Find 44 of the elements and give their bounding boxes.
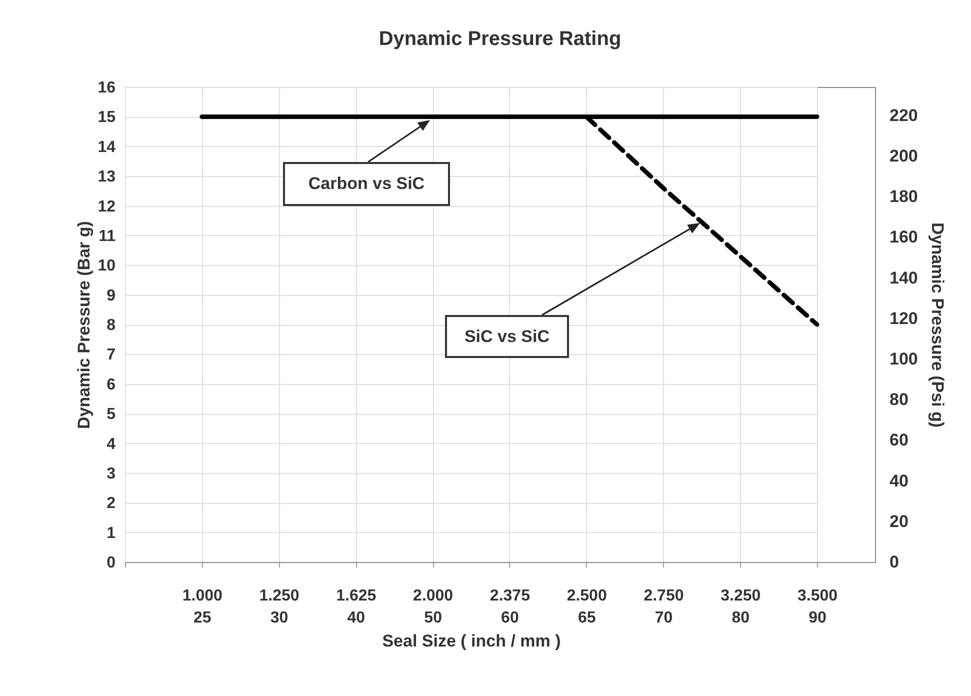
annotation: SiC vs SiC <box>445 315 569 358</box>
y-tick-label: 2 <box>106 495 116 512</box>
y-tick-label: 11 <box>98 228 116 245</box>
y-tick-label: 16 <box>98 80 116 96</box>
x-tick-label: 3.250 80 <box>720 588 761 626</box>
x-axis-title: Seal Size ( inch / mm ) <box>382 632 561 650</box>
x-tick-label: 2.000 50 <box>413 588 454 626</box>
y-tick-label: 0 <box>106 554 116 572</box>
x-tick-label: 1.250 30 <box>259 588 300 626</box>
y2-tick-label: 140 <box>890 268 918 288</box>
y-axis-title: Dynamic Pressure (Bar g) <box>74 221 94 429</box>
y2-tick-label: 180 <box>890 187 918 206</box>
y-tick-label: 1 <box>106 524 116 542</box>
y2-tick-label: 160 <box>890 228 918 247</box>
annotation: Carbon vs SiC <box>283 162 450 206</box>
y-tick-label: 3 <box>106 465 116 482</box>
y-tick-label: 7 <box>106 346 116 364</box>
y-tick-label: 5 <box>106 406 116 424</box>
x-tick-label: 1.625 40 <box>336 588 376 626</box>
y2-tick-label: 120 <box>890 308 918 328</box>
y-tick-label: 8 <box>106 317 116 334</box>
x-tick-label: 3.500 90 <box>797 588 838 626</box>
y2-tick-label: 220 <box>890 106 918 125</box>
x-tick-label: 2.375 60 <box>490 588 530 626</box>
y2-tick-label: 100 <box>890 350 918 369</box>
chart-title: Dynamic Pressure Rating <box>378 28 622 50</box>
y2-tick-label: 80 <box>890 390 908 410</box>
y-tick-label: 10 <box>98 258 116 275</box>
x-tick-label: 1.000 25 <box>182 588 223 626</box>
y2-tick-label: 20 <box>890 512 908 531</box>
y2-tick-label: 200 <box>890 146 918 166</box>
y-tick-label: 15 <box>98 109 116 126</box>
y2-tick-label: 0 <box>890 552 899 572</box>
y-tick-label: 9 <box>106 287 116 304</box>
y-tick-label: 12 <box>98 198 116 216</box>
y2-tick-label: 60 <box>890 430 908 450</box>
y-tick-label: 4 <box>106 436 116 453</box>
y-tick-label: 13 <box>98 168 116 186</box>
y-tick-label: 14 <box>98 138 116 156</box>
x-tick-label: 2.750 70 <box>644 588 684 626</box>
y2-axis-title: Dynamic Pressure (Psi g) <box>928 222 947 428</box>
y2-tick-label: 40 <box>890 471 908 490</box>
y-tick-label: 6 <box>106 376 116 394</box>
x-tick-label: 2.500 65 <box>566 588 607 626</box>
